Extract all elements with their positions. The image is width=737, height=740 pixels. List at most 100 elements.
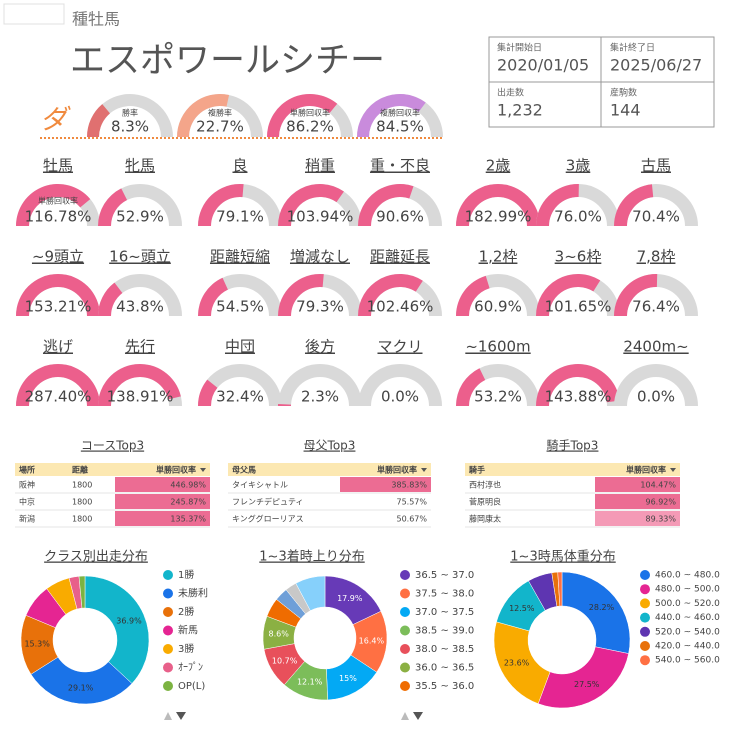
section-header[interactable]: 先行	[125, 338, 155, 356]
cell-highlight	[115, 511, 210, 526]
slice	[30, 656, 133, 705]
gauge-value: 103.94%	[287, 208, 354, 226]
section-header[interactable]: 3歳	[566, 157, 591, 175]
column-header: 場所	[19, 465, 35, 475]
gauge-fill	[87, 104, 110, 137]
table-cell: 385.83%	[391, 481, 427, 490]
column-header[interactable]: 単勝回収率	[156, 465, 196, 475]
legend-next[interactable]	[176, 712, 186, 720]
title: エスポワールシチー	[70, 41, 385, 81]
section-header[interactable]: 牡馬	[43, 157, 73, 175]
slice-label: 36.9%	[116, 616, 142, 625]
gauge-track	[278, 364, 362, 406]
section-header[interactable]: 稍重	[305, 157, 335, 175]
legend-next[interactable]	[413, 712, 423, 720]
gauge-fill	[358, 183, 414, 226]
section-header[interactable]: 2400m~	[623, 338, 688, 356]
section-header[interactable]: 16~頭立	[109, 248, 171, 266]
section-header[interactable]: 3~6枠	[555, 248, 602, 266]
gauge-value: 79.1%	[216, 208, 264, 226]
section-header[interactable]: 逃げ	[43, 338, 73, 356]
section-header[interactable]: 増減なし	[290, 248, 350, 266]
gauge-fill	[278, 183, 344, 226]
legend-swatch	[640, 598, 650, 609]
legend-swatch	[163, 625, 173, 636]
legend-prev[interactable]	[164, 712, 172, 720]
table-cell: 104.47%	[640, 481, 676, 490]
gauge-track	[358, 364, 442, 406]
gauge-fill	[278, 273, 324, 316]
gauge-fill	[98, 364, 181, 406]
table-cell: 西村淳也	[469, 480, 501, 490]
legend-swatch	[400, 681, 410, 691]
section-header[interactable]: 重・不良	[370, 157, 430, 175]
gauge-value: 0.0%	[381, 388, 419, 406]
summary-label: 出走数	[497, 87, 524, 99]
slice	[295, 575, 326, 611]
section-header[interactable]: 7,8枠	[637, 248, 676, 266]
legend-label: 3勝	[178, 642, 194, 655]
gauge-caption: 勝率	[122, 108, 138, 118]
section-header[interactable]: 1,2枠	[479, 248, 518, 266]
gauge-value: 101.65%	[545, 298, 612, 316]
gauge-value: 60.9%	[474, 298, 522, 316]
gauge-fill	[198, 277, 228, 316]
column-header[interactable]: 単勝回収率	[626, 465, 666, 475]
section-header[interactable]: 後方	[305, 338, 335, 356]
sort-icon[interactable]	[670, 468, 676, 472]
legend-swatch	[640, 626, 650, 637]
table-header-bg	[228, 463, 431, 476]
gauge-value: 0.0%	[637, 388, 675, 406]
summary-value: 2020/01/05	[497, 56, 589, 75]
table-cell: 96.92%	[645, 498, 676, 507]
legend-label: 未勝利	[178, 587, 208, 600]
section-header[interactable]: 距離短縮	[210, 248, 270, 266]
legend-swatch	[640, 612, 650, 623]
sort-icon[interactable]	[421, 468, 427, 472]
column-header[interactable]: 単勝回収率	[377, 465, 417, 475]
section-header[interactable]: 中団	[225, 338, 255, 356]
sort-icon[interactable]	[200, 468, 206, 472]
slice-label: 8.6%	[269, 629, 290, 638]
slice	[557, 571, 563, 607]
section-header[interactable]: ~1600m	[465, 338, 530, 356]
table-title: 騎手Top3	[547, 439, 599, 453]
section-header[interactable]: 古馬	[641, 157, 671, 175]
gauge-value: 287.40%	[25, 388, 92, 406]
gauge-value: 52.9%	[116, 208, 164, 226]
legend-swatch	[163, 644, 173, 654]
gauge-fill	[198, 379, 218, 406]
legend-label: 420.0 ~ 440.0	[655, 642, 720, 652]
slice	[78, 575, 86, 609]
table-cell: タイキシャトル	[232, 481, 288, 490]
gauge-fill	[16, 364, 100, 406]
gauge-fill	[198, 184, 244, 226]
section-header[interactable]: 牝馬	[125, 157, 155, 175]
legend-swatch	[163, 681, 173, 691]
section-header[interactable]: 距離延長	[370, 248, 430, 266]
section-header[interactable]: 2歳	[486, 157, 511, 175]
gauge-caption: 複勝回収率	[380, 108, 420, 118]
table-cell: 藤岡康太	[469, 514, 501, 524]
section-header[interactable]: ~9頭立	[32, 248, 84, 266]
page-tab[interactable]	[3, 3, 65, 25]
legend-swatch	[163, 607, 173, 617]
gauge-track	[87, 94, 173, 137]
section-header[interactable]: 良	[232, 157, 247, 175]
table-cell: 1800	[72, 515, 92, 524]
gauge-value: 54.5%	[216, 298, 264, 316]
gauge-fill	[358, 273, 423, 316]
gauge-fill	[456, 184, 540, 226]
table-title: コースTop3	[81, 439, 144, 453]
cell-highlight	[340, 477, 431, 492]
legend-prev[interactable]	[401, 712, 409, 720]
gauge-fill	[614, 184, 654, 226]
table-cell: 245.87%	[170, 498, 206, 507]
slice-label: 27.5%	[574, 680, 600, 689]
legend-swatch	[400, 644, 410, 654]
table-cell: 75.57%	[396, 498, 427, 507]
section-header[interactable]: マクリ	[377, 338, 422, 356]
legend-swatch	[640, 584, 650, 595]
gauge-fill	[536, 184, 579, 226]
gauge-value: 70.4%	[632, 208, 680, 226]
